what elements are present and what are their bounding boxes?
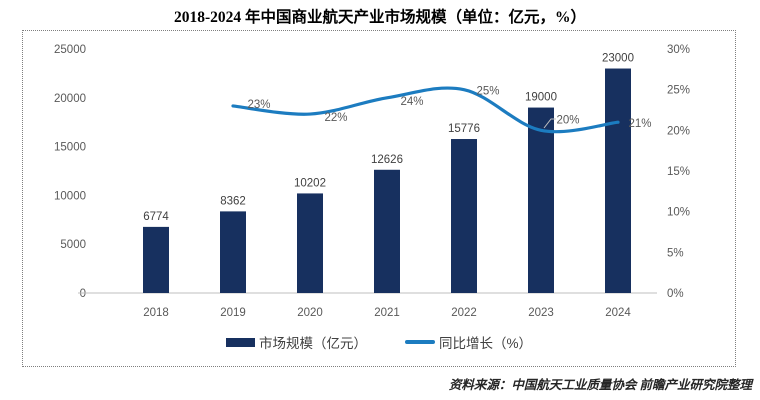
bar-2020 bbox=[297, 193, 323, 293]
bar-value-label: 23000 bbox=[602, 53, 634, 65]
legend-label-market-size: 市场规模（亿元） bbox=[258, 336, 367, 351]
chart-title: 2018-2024 年中国商业航天产业市场规模（单位：亿元，%） bbox=[173, 9, 587, 26]
bar-value-label: 6774 bbox=[143, 211, 169, 223]
right-axis-tick: 15% bbox=[667, 166, 690, 178]
bar-value-label: 12626 bbox=[371, 154, 403, 166]
leader-line bbox=[543, 118, 556, 129]
data-source-note: 资料来源：中国航天工业质量协会 前瞻产业研究院整理 bbox=[448, 378, 752, 392]
year-label: 2024 bbox=[605, 307, 631, 319]
bar-2024 bbox=[605, 68, 631, 293]
right-axis-tick: 5% bbox=[667, 247, 684, 259]
plot-area-frame: 25000 20000 15000 10000 5000 0 30% 25% 20% 15% 10%… bbox=[22, 30, 736, 367]
left-axis-tick: 0 bbox=[80, 288, 86, 300]
bar-value-label: 15776 bbox=[448, 123, 480, 135]
right-axis-tick: 20% bbox=[667, 125, 690, 137]
left-axis-tick: 15000 bbox=[54, 142, 86, 154]
left-axis-tick: 20000 bbox=[54, 93, 86, 105]
percent-label: 24% bbox=[400, 96, 423, 108]
right-axis-tick: 25% bbox=[667, 85, 690, 97]
bar-value-label: 8362 bbox=[220, 195, 246, 207]
legend-item-growth: 同比增长（%） bbox=[404, 332, 532, 352]
bar-2018 bbox=[143, 226, 169, 293]
year-label: 2022 bbox=[451, 307, 477, 319]
line-series-swatch bbox=[404, 340, 435, 344]
bar-2023 bbox=[528, 107, 554, 293]
percent-label: 20% bbox=[556, 114, 579, 126]
bar-2019 bbox=[220, 211, 246, 293]
left-axis-tick: 5000 bbox=[60, 239, 86, 251]
legend-item-market-size: 市场规模（亿元） bbox=[225, 332, 367, 352]
percent-label: 25% bbox=[476, 86, 499, 98]
left-axis-tick: 10000 bbox=[54, 190, 86, 202]
bar-value-label: 19000 bbox=[525, 92, 557, 104]
growth-line bbox=[231, 86, 620, 134]
right-axis-tick: 0% bbox=[667, 288, 684, 300]
right-axis-tick: 10% bbox=[667, 207, 690, 219]
year-label: 2023 bbox=[528, 307, 554, 319]
legend-label-growth: 同比增长（%） bbox=[438, 336, 532, 351]
year-label: 2019 bbox=[220, 307, 246, 319]
bar-value-label: 10202 bbox=[294, 177, 326, 189]
combo-chart-canvas: 25000 20000 15000 10000 5000 0 30% 25% 20% 15% 10%… bbox=[54, 44, 690, 319]
percent-label: 21% bbox=[628, 118, 651, 130]
bar-2022 bbox=[451, 139, 477, 293]
percent-label: 22% bbox=[324, 112, 347, 124]
percent-label: 23% bbox=[247, 99, 270, 111]
bar-series-swatch bbox=[225, 337, 255, 347]
left-axis-tick: 25000 bbox=[54, 44, 86, 56]
year-label: 2021 bbox=[374, 307, 400, 319]
right-axis-tick: 30% bbox=[667, 44, 690, 56]
legend: 市场规模（亿元） 同比增长（%） bbox=[23, 332, 735, 352]
bar-2021 bbox=[374, 169, 400, 293]
year-label: 2018 bbox=[143, 307, 169, 319]
year-label: 2020 bbox=[297, 307, 323, 319]
